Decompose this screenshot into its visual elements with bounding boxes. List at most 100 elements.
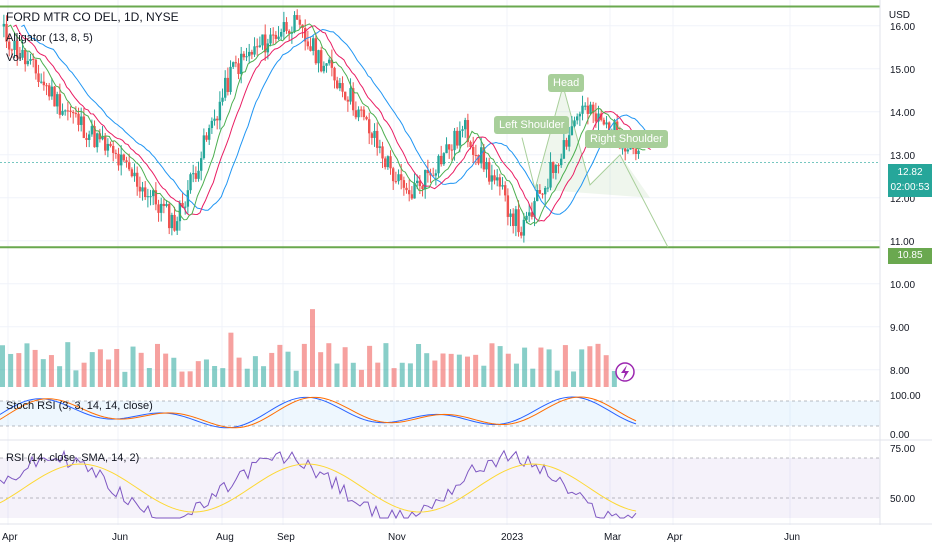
- candle-body: [461, 129, 464, 131]
- candle-body: [242, 53, 246, 58]
- candle-body: [61, 110, 64, 115]
- candle-body: [594, 113, 598, 122]
- candle-body: [458, 130, 462, 146]
- candle-body: [400, 174, 403, 181]
- volume-bar: [562, 345, 568, 387]
- candle-body: [586, 105, 590, 114]
- time-tick-label: Nov: [388, 532, 406, 543]
- volume-bar: [334, 363, 340, 387]
- volume-bar: [16, 353, 22, 387]
- symbol-title[interactable]: FORD MTR CO DEL, 1D, NYSE: [6, 10, 179, 24]
- volume-bar: [546, 349, 552, 387]
- candle-body: [544, 188, 547, 195]
- head-label[interactable]: Head: [548, 74, 585, 92]
- candle-body: [165, 204, 168, 207]
- candle-body: [34, 59, 38, 74]
- alligator-legend[interactable]: Alligator (13, 8, 5): [6, 32, 93, 44]
- volume-bar: [407, 363, 413, 387]
- volume-bar: [522, 347, 528, 387]
- candle-body: [194, 173, 198, 179]
- candle-body: [69, 110, 72, 112]
- candle-body: [208, 128, 211, 140]
- volume-bar: [114, 348, 120, 387]
- candle-body: [346, 99, 350, 102]
- candle-body: [352, 88, 355, 111]
- volume-bar: [244, 368, 250, 387]
- candle-body: [330, 59, 334, 68]
- candle-body: [178, 202, 182, 222]
- candle-body: [296, 15, 299, 20]
- time-axis: Apr Jun Aug Sep Nov 2023 Mar Apr Jun: [2, 532, 800, 543]
- volume-bar: [57, 366, 63, 387]
- volume-bar: [277, 344, 283, 387]
- volume-bar: [163, 353, 169, 387]
- candle-body: [410, 194, 414, 199]
- candle-body: [546, 187, 550, 189]
- volume-bar: [48, 355, 54, 387]
- candle-body: [418, 180, 422, 187]
- candle-body: [512, 213, 515, 226]
- stoch-rsi-legend[interactable]: Stoch RSI (3, 3, 14, 14, close): [6, 400, 153, 412]
- candle-body: [360, 109, 363, 111]
- time-tick-label: Jun: [784, 532, 800, 543]
- time-tick-label: 2023: [501, 532, 524, 543]
- candle-body: [333, 67, 336, 81]
- volume-bar: [318, 352, 324, 387]
- volume-bar: [571, 371, 577, 387]
- candle-body: [106, 143, 110, 151]
- volume-legend[interactable]: Vol: [6, 52, 22, 64]
- candle-body: [389, 156, 392, 169]
- candle-body: [637, 150, 640, 155]
- volume-bar: [465, 356, 470, 387]
- candle-body: [277, 36, 280, 39]
- candle-body: [448, 144, 451, 150]
- candle-body: [362, 109, 366, 118]
- price-tick-label: 14.00: [890, 108, 915, 119]
- candle-body: [82, 116, 86, 138]
- rsi-legend[interactable]: RSI (14, close, SMA, 14, 2): [6, 452, 140, 464]
- candle-body: [365, 117, 368, 120]
- candle-body: [72, 111, 75, 114]
- flash-glyph: [621, 365, 629, 380]
- volume-bar: [391, 368, 397, 387]
- candle-body: [8, 41, 11, 50]
- volume-bar: [187, 371, 193, 387]
- volume-bar: [587, 346, 593, 387]
- candle-body: [298, 19, 302, 25]
- candle-body: [488, 162, 491, 182]
- candle-body: [528, 212, 531, 216]
- candle-body: [26, 60, 30, 65]
- candle-body: [466, 120, 470, 142]
- candle-body: [229, 66, 232, 92]
- stoch-d-line: [0, 396, 637, 429]
- volume-bar: [203, 359, 209, 387]
- volume-bar: [603, 355, 609, 387]
- candle-body: [501, 185, 504, 187]
- candle-body: [533, 201, 536, 217]
- volume-bar: [285, 351, 291, 387]
- candle-body: [205, 135, 208, 140]
- candle-body: [253, 46, 256, 55]
- volume-bar: [89, 352, 95, 387]
- volume-bar: [497, 346, 503, 387]
- currency-label: USD: [888, 10, 910, 21]
- right-shoulder-label[interactable]: Right Shoulder: [585, 130, 668, 148]
- candle-body: [373, 130, 376, 138]
- candle-body: [280, 31, 283, 37]
- candle-body: [312, 38, 315, 51]
- candle-body: [514, 209, 518, 226]
- volume-bar: [554, 370, 560, 387]
- candle-body: [152, 190, 155, 197]
- left-shoulder-label[interactable]: Left Shoulder: [494, 116, 570, 134]
- volume-bar: [106, 359, 112, 387]
- price-axis: 16.00 15.00 14.00 13.00 12.00 11.00 10.00 9.00 8…: [879, 0, 921, 525]
- volume-bar: [440, 353, 446, 387]
- volume-bar: [456, 354, 462, 387]
- candle-body: [221, 97, 224, 102]
- candle-body: [189, 174, 192, 191]
- candle-body: [2, 23, 6, 27]
- candle-body: [138, 186, 142, 192]
- candle-body: [144, 187, 147, 198]
- volume-bar: [448, 353, 454, 387]
